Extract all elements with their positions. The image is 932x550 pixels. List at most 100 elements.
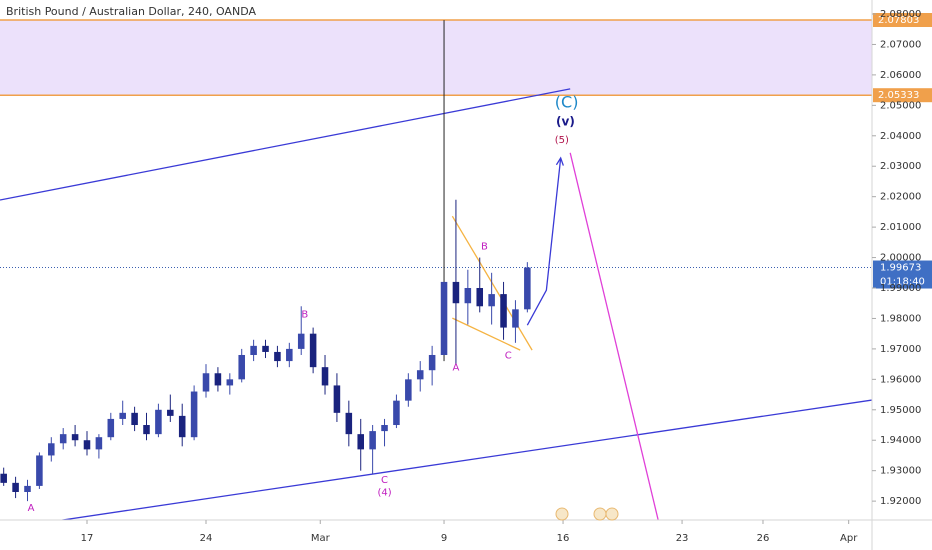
candle-body bbox=[190, 391, 198, 438]
candle-body bbox=[286, 348, 293, 362]
candle-body bbox=[178, 415, 186, 438]
countdown: 01:18:40 bbox=[880, 277, 925, 288]
candle-body bbox=[440, 281, 448, 355]
y-tick-label: 1.93000 bbox=[880, 466, 921, 477]
trendline bbox=[451, 215, 533, 351]
wave-label: C bbox=[381, 475, 388, 486]
candle-body bbox=[464, 288, 472, 304]
price-tag bbox=[873, 13, 932, 28]
x-tick-label: 16 bbox=[557, 533, 570, 544]
event-icon[interactable] bbox=[605, 507, 619, 521]
event-icon[interactable] bbox=[555, 507, 569, 521]
candle-body bbox=[155, 409, 162, 435]
candle-body bbox=[131, 412, 138, 426]
wave-label: (4) bbox=[377, 487, 391, 498]
candle-body bbox=[202, 373, 210, 392]
y-tick-label: 1.95000 bbox=[880, 405, 921, 416]
event-icons bbox=[555, 507, 619, 521]
y-tick-label: 1.97000 bbox=[880, 344, 921, 355]
y-tick-label: 2.04000 bbox=[880, 131, 921, 142]
trendline bbox=[0, 88, 571, 201]
candle-body bbox=[0, 473, 7, 483]
price-tag-label: 2.05333 bbox=[878, 90, 919, 101]
candle-body bbox=[524, 267, 531, 310]
candle-body bbox=[83, 440, 91, 450]
candle-body bbox=[214, 373, 222, 386]
wave-label: (C) bbox=[555, 92, 579, 111]
y-tick-label: 1.94000 bbox=[880, 435, 921, 446]
y-tick-label: 1.99000 bbox=[880, 283, 921, 294]
trendline bbox=[58, 399, 872, 520]
wave-label: (5) bbox=[555, 135, 569, 146]
x-tick-label: Apr bbox=[840, 533, 858, 544]
x-tick-label: Mar bbox=[311, 533, 331, 544]
candle-body bbox=[48, 443, 55, 456]
price-tag bbox=[873, 88, 932, 103]
candle-body bbox=[226, 379, 234, 386]
candle-body bbox=[262, 345, 269, 352]
candle-body bbox=[321, 367, 329, 386]
wave-label: C bbox=[505, 350, 512, 361]
candle-body bbox=[369, 431, 376, 450]
candle-body bbox=[71, 434, 79, 441]
y-tick-label: 1.98000 bbox=[880, 313, 921, 324]
candle-body bbox=[309, 333, 317, 368]
candle-body bbox=[12, 482, 19, 492]
axes: 2.07803 2.05333 1.99673 01:18:40 2.08000 2.07… bbox=[81, 9, 932, 544]
candle-body bbox=[345, 412, 353, 435]
wave-label: B bbox=[301, 309, 308, 320]
candle-body bbox=[250, 345, 257, 355]
candle-body bbox=[143, 425, 150, 435]
candle-body bbox=[488, 294, 495, 307]
trendline bbox=[452, 317, 521, 351]
candle-body bbox=[36, 455, 43, 486]
x-tick-label: 17 bbox=[81, 533, 94, 544]
candle-body bbox=[452, 281, 460, 304]
plot-area: ABC(4)ABC(5)(v)(C) bbox=[0, 19, 872, 520]
y-tick-label: 2.02000 bbox=[880, 192, 921, 203]
candle-body bbox=[59, 434, 67, 444]
y-tick-label: 2.08000 bbox=[880, 9, 921, 20]
wave-label: A bbox=[453, 362, 460, 373]
candle-body bbox=[393, 400, 400, 426]
x-tick-label: 26 bbox=[757, 533, 770, 544]
trendline bbox=[569, 152, 659, 520]
x-tick-label: 9 bbox=[441, 533, 447, 544]
price-tag bbox=[873, 260, 932, 289]
chart-title: British Pound / Australian Dollar, 240, … bbox=[6, 5, 256, 18]
wave-label: A bbox=[28, 503, 35, 514]
y-tick-label: 2.03000 bbox=[880, 161, 921, 172]
candle-body bbox=[381, 425, 388, 432]
x-tick-label: 24 bbox=[200, 533, 213, 544]
candle-body bbox=[405, 379, 412, 401]
candle-body bbox=[274, 351, 281, 362]
price-tag-label: 2.07803 bbox=[878, 15, 919, 26]
candle-body bbox=[333, 385, 341, 413]
candle-body bbox=[476, 288, 484, 307]
candle-body bbox=[167, 409, 174, 416]
candle-body bbox=[297, 333, 305, 349]
trendline bbox=[526, 157, 562, 326]
candle-body bbox=[428, 354, 436, 371]
zone bbox=[0, 20, 872, 96]
last-price-label: 1.99673 bbox=[880, 263, 921, 274]
candle-body bbox=[107, 418, 115, 438]
y-tick-label: 2.07000 bbox=[880, 39, 921, 50]
candle-body bbox=[357, 434, 364, 450]
candle-body bbox=[416, 370, 424, 380]
candle-body bbox=[238, 354, 245, 380]
event-icon[interactable] bbox=[593, 507, 607, 521]
y-tick-label: 1.92000 bbox=[880, 496, 921, 507]
candle-body bbox=[512, 309, 519, 328]
candle-body bbox=[24, 485, 31, 492]
arrowhead bbox=[555, 156, 564, 166]
y-tick-label: 2.01000 bbox=[880, 222, 921, 233]
y-tick-label: 2.05000 bbox=[880, 100, 921, 111]
candle-body bbox=[500, 294, 507, 328]
wave-label: B bbox=[481, 242, 488, 253]
x-tick-label: 23 bbox=[676, 533, 689, 544]
wave-label: (v) bbox=[556, 115, 575, 129]
candle-body bbox=[119, 412, 126, 419]
y-tick-label: 1.96000 bbox=[880, 374, 921, 385]
